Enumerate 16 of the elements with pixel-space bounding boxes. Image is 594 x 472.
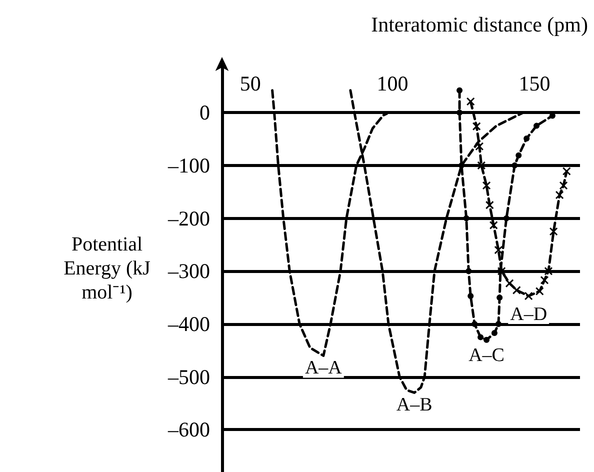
- series-label: A–D: [510, 304, 548, 325]
- y-tick-label: –200: [167, 206, 210, 230]
- x-tick-label: 100: [376, 72, 408, 96]
- y-tick-label: 0: [200, 100, 210, 125]
- y-tick-label: –400: [167, 312, 210, 336]
- y-tick-label: –100: [167, 153, 210, 178]
- x-tick-label: 50: [240, 72, 261, 96]
- x-tick-label: 150: [518, 72, 550, 96]
- series-label: A–B: [396, 394, 432, 416]
- y-tick-label: –600: [167, 418, 210, 442]
- y-axis-title: Potential Energy (kJ mol⁻¹): [64, 234, 151, 304]
- y-tick-label: –300: [167, 259, 210, 284]
- series-label: A–A: [304, 358, 342, 379]
- x-axis-title: Interatomic distance (pm): [371, 12, 588, 36]
- series-label: A–C: [468, 344, 504, 366]
- y-tick-label: –500: [167, 364, 210, 389]
